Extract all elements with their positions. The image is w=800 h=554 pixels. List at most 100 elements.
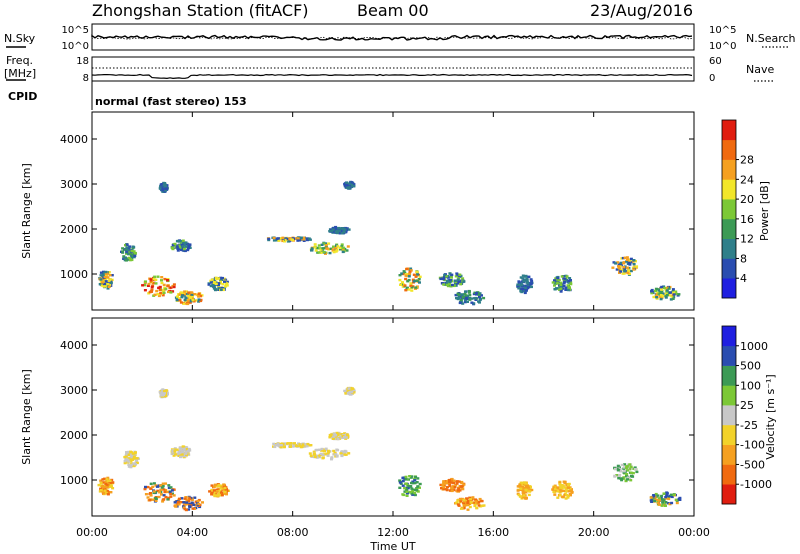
scatter-cell xyxy=(108,278,112,281)
scatter-cell xyxy=(299,445,303,449)
scatter-cell xyxy=(652,495,656,498)
scatter-cell xyxy=(166,284,170,288)
scatter-cell xyxy=(522,280,526,283)
scatter-cell xyxy=(669,298,673,301)
colorbar-swatch xyxy=(722,258,736,279)
scatter-cell xyxy=(217,487,221,490)
scatter-cell xyxy=(623,463,627,466)
scatter-cell xyxy=(279,444,283,447)
scatter-cell xyxy=(125,243,129,246)
scatter-cell xyxy=(407,484,411,488)
scatter-cell xyxy=(328,230,332,233)
scatter-cell xyxy=(149,278,153,281)
scatter-cell xyxy=(185,501,189,504)
scatter-cell xyxy=(565,279,569,282)
scatter-cell xyxy=(223,488,227,491)
scatter-cell xyxy=(127,450,131,454)
scatter-cell xyxy=(650,288,654,292)
scatter-cell xyxy=(185,290,189,293)
scatter-cell xyxy=(518,495,522,498)
scatter-cell xyxy=(130,454,133,457)
scatter-cell xyxy=(449,481,453,484)
scatter-cell xyxy=(161,482,165,485)
scatter-cell xyxy=(452,284,456,287)
scatter-cell xyxy=(414,286,418,289)
scatter-cell xyxy=(163,277,167,281)
scatter-cell xyxy=(175,245,179,248)
scatter-cell xyxy=(210,493,214,496)
scatter-cell xyxy=(182,501,186,504)
scatter-cell xyxy=(660,494,664,498)
scatter-cell xyxy=(557,278,561,282)
scatter-cell xyxy=(568,493,572,496)
scatter-cell xyxy=(162,498,166,501)
scatter-cell xyxy=(274,444,278,447)
scatter-cell xyxy=(625,256,629,259)
scatter-cell xyxy=(528,485,532,488)
scatter-cell xyxy=(320,447,324,451)
scatter-cell xyxy=(662,286,666,290)
scatter-cell xyxy=(558,483,562,486)
scatter-cell xyxy=(406,486,410,490)
scatter-cell xyxy=(519,290,523,293)
scatter-cell xyxy=(166,498,170,501)
scatter-cell xyxy=(123,461,127,465)
scatter-cell xyxy=(314,249,318,252)
scatter-cell xyxy=(208,490,212,493)
power-panel xyxy=(98,180,681,306)
scatter-cell xyxy=(442,277,446,281)
scatter-cell xyxy=(477,504,481,507)
scatter-cell xyxy=(104,484,107,487)
scatter-cell xyxy=(629,471,633,474)
scatter-cell xyxy=(188,502,192,506)
scatter-cell xyxy=(413,491,417,495)
scatter-cell xyxy=(449,279,452,282)
scatter-cell xyxy=(411,493,415,496)
scatter-cell xyxy=(184,452,188,455)
scatter-cell xyxy=(125,454,129,457)
scatter-cell xyxy=(151,282,155,285)
scatter-cell xyxy=(564,288,568,291)
scatter-cell xyxy=(143,487,147,491)
scatter-cell xyxy=(335,431,339,435)
colorbar-swatch xyxy=(722,159,736,180)
scatter-cell xyxy=(473,291,477,294)
scatter-cell xyxy=(569,279,572,282)
scatter-cell xyxy=(296,239,300,242)
scatter-cell xyxy=(559,489,563,492)
scatter-cell xyxy=(667,287,671,290)
scatter-cell xyxy=(110,478,114,482)
scatter-cell xyxy=(343,434,347,437)
scatter-cell xyxy=(450,273,454,276)
scatter-cell xyxy=(183,497,187,500)
scatter-cell xyxy=(173,501,177,504)
scatter-cell xyxy=(623,466,626,469)
scatter-cell xyxy=(188,497,192,500)
scatter-cell xyxy=(622,262,626,265)
scatter-cell xyxy=(473,503,477,507)
scatter-cell xyxy=(199,294,203,298)
scatter-cell xyxy=(409,282,413,285)
scatter-cell xyxy=(527,493,531,497)
scatter-cell xyxy=(622,476,626,479)
scatter-cell xyxy=(184,503,187,506)
scatter-cell xyxy=(658,289,661,292)
colorbar-tick-label: -500 xyxy=(740,458,765,471)
scatter-cell xyxy=(633,466,637,469)
scatter-cell xyxy=(563,492,567,495)
scatter-cell xyxy=(407,288,411,291)
scatter-cell xyxy=(108,283,112,287)
scatter-cell xyxy=(560,486,564,490)
scatter-cell xyxy=(333,248,337,251)
scatter-cell xyxy=(452,481,456,485)
scatter-cell xyxy=(470,301,474,304)
scatter-cell xyxy=(160,276,164,279)
scatter-cell xyxy=(103,282,106,286)
noise-tick-right-top: 10^5 xyxy=(709,25,736,36)
colorbar-tick-label: 1000 xyxy=(740,340,768,353)
scatter-cell xyxy=(133,457,137,460)
scatter-cell xyxy=(401,285,405,288)
scatter-cell xyxy=(456,292,460,295)
scatter-cell xyxy=(443,275,446,279)
scatter-cell xyxy=(655,297,659,300)
